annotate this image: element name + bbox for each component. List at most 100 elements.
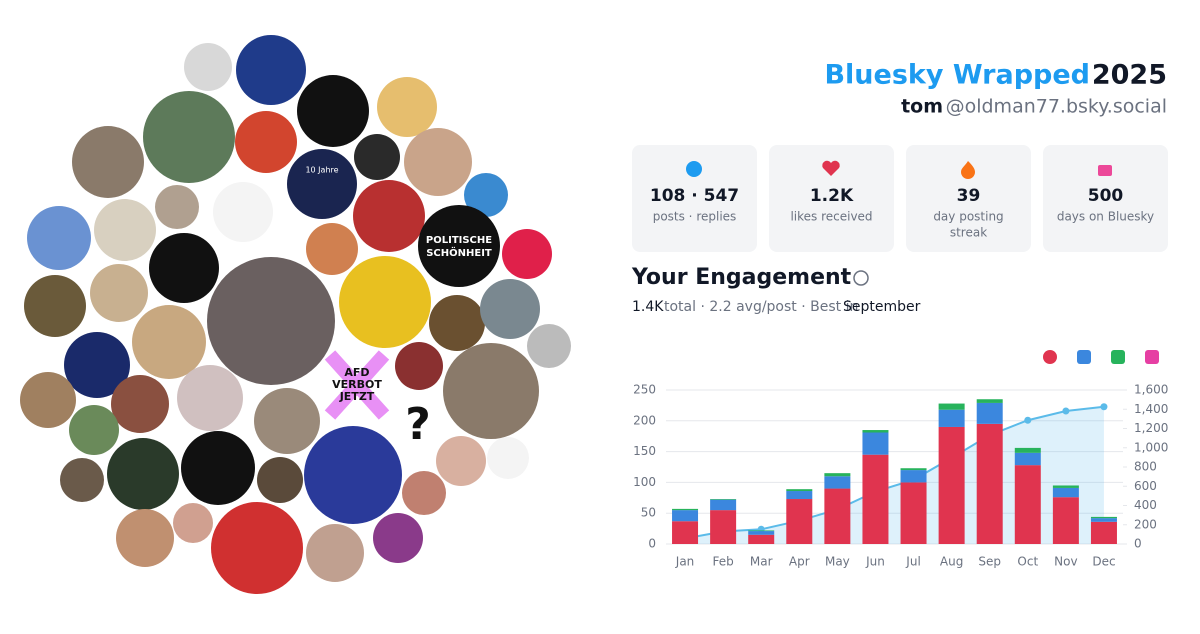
avatar[interactable] xyxy=(90,264,148,322)
bar-segment xyxy=(1052,485,1079,488)
avatar[interactable] xyxy=(94,199,156,261)
x-tick-label: Oct xyxy=(1017,555,1038,569)
avatar[interactable] xyxy=(60,458,104,502)
x-tick-label: Mar xyxy=(750,555,773,569)
legend-icon[interactable] xyxy=(1145,350,1159,364)
stat-cards: 108 · 547 posts · replies 1.2K likes receiv… xyxy=(632,145,1168,252)
avatar[interactable] xyxy=(443,343,539,439)
avatar[interactable] xyxy=(502,229,552,279)
y2-tick-label: 1,600 xyxy=(1134,383,1168,397)
avatar[interactable] xyxy=(402,471,446,515)
avatar-text: 10 Jahre xyxy=(305,166,338,175)
avatar[interactable] xyxy=(72,126,144,198)
avatar[interactable] xyxy=(527,324,571,368)
bar-segment xyxy=(1090,518,1117,522)
avatar[interactable] xyxy=(339,256,431,348)
avatar[interactable] xyxy=(64,332,130,398)
y-tick-label: 250 xyxy=(633,383,656,397)
bar-segment xyxy=(976,423,1003,544)
avatar[interactable] xyxy=(287,149,357,219)
brand-title: Bluesky Wrapped xyxy=(824,60,1090,91)
avatar[interactable] xyxy=(377,77,437,137)
avatar[interactable] xyxy=(306,524,364,582)
avatar[interactable] xyxy=(480,279,540,339)
avatar-text: VERBOT xyxy=(332,378,382,391)
stat-card xyxy=(906,145,1031,252)
stat-card xyxy=(632,145,757,252)
avatar[interactable] xyxy=(149,233,219,303)
avatar[interactable] xyxy=(304,426,402,524)
likes-icon xyxy=(822,160,840,176)
avatar[interactable] xyxy=(20,372,76,428)
user-name: tom xyxy=(901,96,943,118)
x-tick-label: Aug xyxy=(940,555,963,569)
avatar[interactable] xyxy=(297,75,369,147)
total-value: 1.4K xyxy=(632,299,664,315)
avatar[interactable] xyxy=(429,295,485,351)
bar-segment xyxy=(672,508,699,511)
bar-segment xyxy=(1014,447,1041,453)
avatar[interactable] xyxy=(395,342,443,390)
avatar[interactable] xyxy=(24,275,86,337)
y-tick-label: 0 xyxy=(648,537,656,551)
avatar[interactable] xyxy=(257,457,303,503)
x-tick-label: Jul xyxy=(905,555,920,569)
avatar[interactable] xyxy=(235,111,297,173)
avatar[interactable] xyxy=(173,503,213,543)
avatar[interactable] xyxy=(254,388,320,454)
bar-segment xyxy=(824,476,851,489)
avatar[interactable] xyxy=(181,431,255,505)
avatar[interactable] xyxy=(155,185,199,229)
legend-icon[interactable] xyxy=(1111,350,1125,364)
avatar[interactable] xyxy=(418,205,500,287)
avatar[interactable] xyxy=(207,257,335,385)
avatar-text: JETZT xyxy=(339,390,375,403)
avatar[interactable] xyxy=(143,91,235,183)
y-tick-label: 100 xyxy=(633,475,656,489)
stat-label: days on Bluesky xyxy=(1057,210,1154,224)
bar-segment xyxy=(786,499,813,544)
posts-icon xyxy=(686,161,702,177)
avatar[interactable] xyxy=(69,405,119,455)
avatar[interactable] xyxy=(132,305,206,379)
avatar[interactable] xyxy=(398,405,438,445)
y-tick-label: 150 xyxy=(633,444,656,458)
legend-icon[interactable] xyxy=(1077,350,1091,364)
bar-segment xyxy=(862,432,889,455)
bar-segment xyxy=(1090,516,1117,519)
x-tick-label: Sep xyxy=(978,555,1001,569)
avatar[interactable] xyxy=(236,35,306,105)
best-month: September xyxy=(843,299,921,315)
stat-value: 500 xyxy=(1088,186,1124,206)
bar-segment xyxy=(900,468,927,471)
avatar[interactable] xyxy=(373,513,423,563)
avatar[interactable] xyxy=(211,502,303,594)
avatar[interactable] xyxy=(107,438,179,510)
avatar[interactable] xyxy=(184,43,232,91)
avatar[interactable] xyxy=(111,375,169,433)
legend-icon[interactable] xyxy=(1043,350,1057,364)
bar-segment xyxy=(710,510,737,544)
avatar[interactable] xyxy=(306,223,358,275)
avatar[interactable] xyxy=(487,437,529,479)
line-point xyxy=(1062,407,1070,415)
avatar[interactable] xyxy=(213,182,273,242)
avatar[interactable] xyxy=(177,365,243,431)
avatar[interactable] xyxy=(354,134,400,180)
bar-segment xyxy=(710,499,737,500)
avatar[interactable] xyxy=(436,436,486,486)
avatar[interactable] xyxy=(116,509,174,567)
avatar-text: POLITISCHE xyxy=(426,235,492,246)
stat-label: day posting xyxy=(933,210,1003,224)
avatar[interactable] xyxy=(353,180,425,252)
x-tick-label: Apr xyxy=(789,555,810,569)
avatar-text: SCHÖNHEIT xyxy=(426,245,492,259)
bar-segment xyxy=(1052,487,1079,498)
info-icon[interactable] xyxy=(853,270,869,286)
bar-segment xyxy=(672,510,699,522)
bar-segment xyxy=(976,399,1003,403)
bar-segment xyxy=(938,409,965,427)
avatar[interactable] xyxy=(404,128,472,196)
avatar[interactable] xyxy=(464,173,508,217)
avatar[interactable] xyxy=(27,206,91,270)
